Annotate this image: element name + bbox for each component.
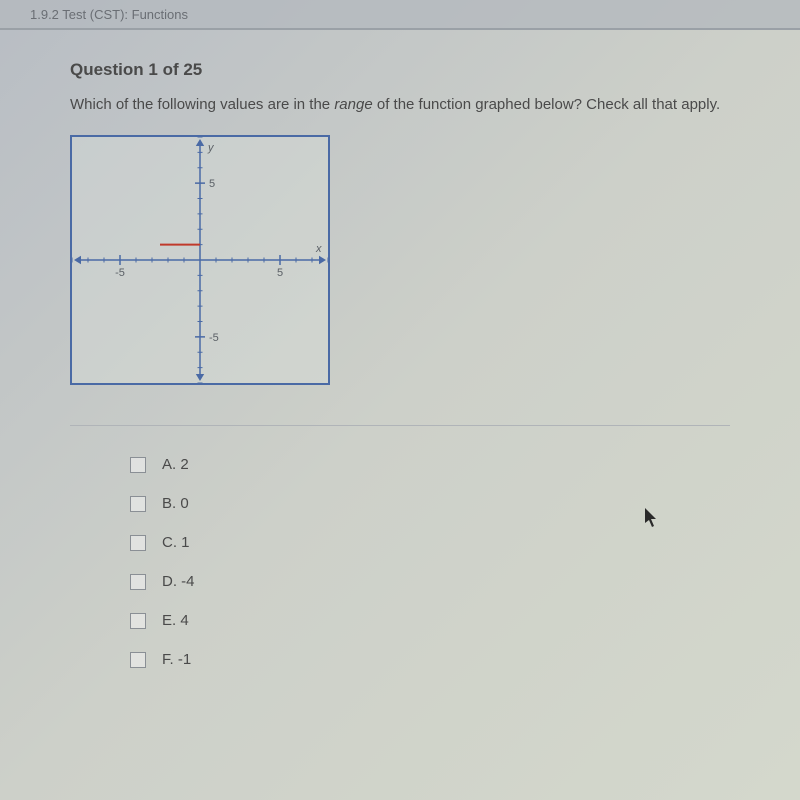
coordinate-graph: -5 -5 5 5 x y: [70, 135, 330, 385]
answer-label-d: D. -4: [162, 573, 195, 590]
checkbox-a[interactable]: [130, 457, 146, 473]
svg-text:5: 5: [277, 267, 283, 279]
answer-label-c: C. 1: [162, 534, 190, 551]
question-header: Question 1 of 25: [70, 60, 730, 80]
answer-label-a: A. 2: [162, 456, 189, 473]
prompt-post: of the function graphed below? Check all…: [373, 96, 720, 113]
svg-text:x: x: [315, 243, 322, 255]
answer-label-f: F. -1: [162, 651, 191, 668]
answer-option-e[interactable]: E. 4: [130, 612, 730, 629]
svg-text:-5: -5: [115, 267, 125, 279]
checkbox-e[interactable]: [130, 613, 146, 629]
checkbox-b[interactable]: [130, 496, 146, 512]
answer-label-b: B. 0: [162, 495, 189, 512]
graph-svg: -5 -5 5 5 x y: [72, 137, 328, 383]
prompt-italic: range: [334, 96, 372, 113]
answer-option-f[interactable]: F. -1: [130, 651, 730, 668]
question-content: Question 1 of 25 Which of the following …: [0, 30, 800, 710]
breadcrumb-text: 1.9.2 Test (CST): Functions: [30, 7, 188, 22]
answer-option-a[interactable]: A. 2: [130, 456, 730, 473]
question-prompt: Which of the following values are in the…: [70, 94, 730, 115]
svg-text:5: 5: [209, 178, 215, 190]
answer-label-e: E. 4: [162, 612, 189, 629]
answer-list: A. 2 B. 0 C. 1 D. -4: [70, 456, 730, 668]
checkbox-d[interactable]: [130, 574, 146, 590]
answer-option-d[interactable]: D. -4: [130, 573, 730, 590]
answer-option-c[interactable]: C. 1: [130, 534, 730, 551]
prompt-pre: Which of the following values are in the: [70, 96, 334, 113]
svg-text:y: y: [207, 142, 215, 154]
graph-container: -5 -5 5 5 x y: [70, 135, 730, 385]
checkbox-c[interactable]: [130, 535, 146, 551]
mouse-cursor-icon: [645, 508, 659, 528]
section-divider: [70, 425, 730, 426]
checkbox-f[interactable]: [130, 652, 146, 668]
answer-option-b[interactable]: B. 0: [130, 495, 730, 512]
svg-text:-5: -5: [209, 332, 219, 344]
top-breadcrumb-bar: 1.9.2 Test (CST): Functions: [0, 0, 800, 30]
